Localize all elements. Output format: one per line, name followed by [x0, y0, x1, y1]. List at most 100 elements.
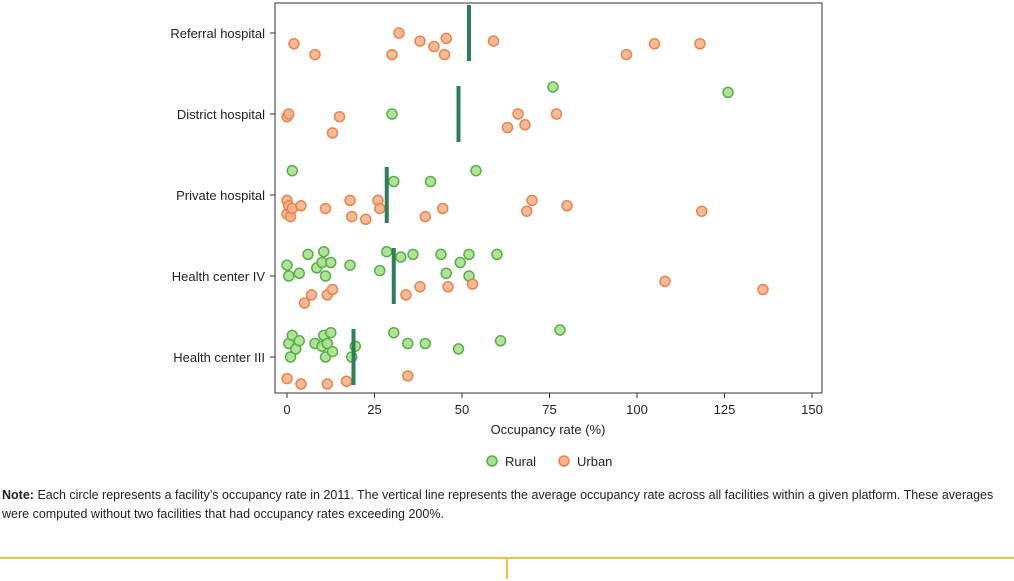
rural-point-health-center-iv-26	[491, 248, 503, 261]
urban-point-private-hospital-37	[696, 205, 708, 217]
urban-point-private-hospital-29	[360, 213, 372, 226]
x-tick-label-75: 75	[542, 402, 556, 417]
legend-marker-urban	[558, 455, 570, 467]
rural-point-district-hospital-1	[547, 81, 559, 93]
urban-point-district-hospital-14	[326, 127, 339, 139]
y-tick-label-referral-hospital: Referral hospital	[170, 26, 265, 41]
urban-point-district-hospital-18	[519, 119, 531, 131]
urban-point-health-center-iii-48	[281, 372, 293, 385]
rural-point-health-center-iv-8	[283, 270, 295, 282]
rural-point-health-center-iv-20	[407, 248, 419, 261]
y-tick-label-health-center-iii: Health center III	[173, 350, 265, 365]
rural-point-health-center-iv-21	[435, 248, 447, 261]
occupancy-chart: Referral hospital District hospital Privat…	[170, 2, 823, 469]
rural-point-health-center-iv-16	[344, 259, 356, 271]
rural-point-health-center-iii-37	[325, 326, 337, 339]
urban-point-referral-hospital-2	[386, 48, 398, 61]
rural-point-health-center-iv-18	[381, 245, 393, 258]
urban-point-private-hospital-25	[295, 200, 307, 212]
urban-point-health-center-iv-38	[298, 297, 311, 309]
rural-point-health-center-iii-41	[388, 326, 400, 339]
urban-point-health-center-iv-42	[400, 289, 412, 301]
rural-point-health-center-iv-14	[319, 270, 332, 282]
urban-point-private-hospital-32	[419, 210, 431, 223]
x-axis-label: Occupancy rate (%)	[491, 422, 606, 437]
rural-point-health-center-iii-36	[321, 337, 333, 350]
urban-point-district-hospital-19	[550, 108, 563, 120]
rural-point-health-center-iii-42	[402, 337, 414, 350]
urban-point-referral-hospital-5	[428, 40, 440, 53]
urban-point-health-center-iv-46	[659, 275, 671, 288]
urban-point-referral-hospital-10	[648, 38, 661, 50]
legend-label-rural: Rural	[505, 454, 536, 469]
y-tick-label-health-center-iv: Health center IV	[172, 269, 266, 284]
urban-point-private-hospital-33	[437, 202, 449, 215]
rural-point-private-hospital-5	[424, 175, 437, 188]
urban-point-referral-hospital-4	[414, 35, 426, 47]
x-tick-label-25: 25	[367, 402, 381, 417]
plot-frame	[274, 2, 823, 394]
urban-point-private-hospital-26	[319, 202, 332, 215]
urban-point-private-hospital-34	[521, 205, 533, 217]
note-label: Note:	[2, 488, 34, 502]
rural-point-health-center-iii-44	[452, 343, 465, 355]
rural-point-health-center-iv-15	[325, 256, 337, 269]
urban-point-health-center-iv-44	[442, 281, 454, 293]
urban-point-private-hospital-36	[561, 200, 573, 212]
x-tick-label-150: 150	[801, 402, 823, 417]
x-tick-label-100: 100	[626, 402, 648, 417]
urban-point-health-center-iv-47	[757, 283, 769, 296]
rural-point-health-center-iv-9	[293, 267, 305, 280]
rural-point-health-center-iv-22	[440, 267, 452, 280]
rural-point-district-hospital-0	[386, 108, 398, 120]
legend: Rural Urban	[486, 454, 612, 469]
rural-point-health-center-iv-19	[395, 251, 407, 263]
urban-point-referral-hospital-11	[694, 38, 706, 50]
urban-point-health-center-iv-45	[466, 278, 479, 290]
urban-point-health-center-iv-43	[414, 281, 426, 293]
urban-point-health-center-iii-51	[340, 375, 353, 388]
urban-point-private-hospital-27	[344, 194, 356, 207]
rural-point-health-center-iii-46	[554, 324, 566, 336]
figure-note: Note: Each circle represents a facility’…	[2, 486, 1007, 524]
urban-point-health-center-iv-41	[326, 283, 339, 296]
urban-point-referral-hospital-3	[393, 27, 405, 39]
rural-point-health-center-iv-17	[374, 264, 386, 277]
urban-point-referral-hospital-7	[440, 32, 452, 45]
urban-point-referral-hospital-1	[309, 48, 321, 61]
urban-point-district-hospital-16	[501, 121, 514, 134]
rural-point-private-hospital-3	[286, 164, 298, 177]
rural-point-private-hospital-6	[470, 164, 482, 177]
rural-point-health-center-iv-7	[281, 259, 293, 271]
rural-point-health-center-iii-43	[419, 337, 431, 350]
urban-point-district-hospital-15	[333, 110, 346, 123]
x-tick-label-50: 50	[455, 402, 469, 417]
rural-point-health-center-iii-38	[326, 345, 339, 358]
legend-label-urban: Urban	[577, 454, 612, 469]
rural-point-health-center-iv-24	[463, 248, 475, 261]
rural-point-health-center-iii-28	[284, 351, 297, 363]
note-text: Each circle represents a facility’s occu…	[2, 488, 994, 521]
rural-point-health-center-iv-13	[318, 245, 330, 258]
urban-point-health-center-iii-52	[402, 370, 414, 382]
y-tick-label-private-hospital: Private hospital	[176, 188, 265, 203]
urban-point-referral-hospital-9	[620, 48, 633, 61]
x-tick-label-125: 125	[714, 402, 736, 417]
rural-point-district-hospital-2	[722, 86, 734, 99]
urban-point-health-center-iii-50	[321, 378, 333, 390]
urban-point-health-center-iv-39	[305, 289, 318, 301]
urban-point-referral-hospital-8	[487, 35, 500, 47]
legend-marker-rural	[486, 455, 498, 467]
rural-point-health-center-iii-31	[293, 335, 305, 347]
urban-point-private-hospital-35	[526, 194, 538, 207]
rural-point-health-center-iii-45	[494, 335, 507, 347]
rural-point-health-center-iv-10	[302, 248, 314, 261]
rural-point-health-center-iv-23	[454, 256, 466, 269]
urban-point-health-center-iii-49	[295, 378, 307, 390]
urban-point-referral-hospital-0	[288, 38, 300, 50]
x-tick-label-0: 0	[283, 402, 290, 417]
urban-point-district-hospital-13	[283, 108, 295, 120]
urban-point-referral-hospital-6	[438, 48, 451, 61]
footer-divider-tick	[506, 557, 508, 579]
urban-point-district-hospital-17	[512, 108, 524, 120]
